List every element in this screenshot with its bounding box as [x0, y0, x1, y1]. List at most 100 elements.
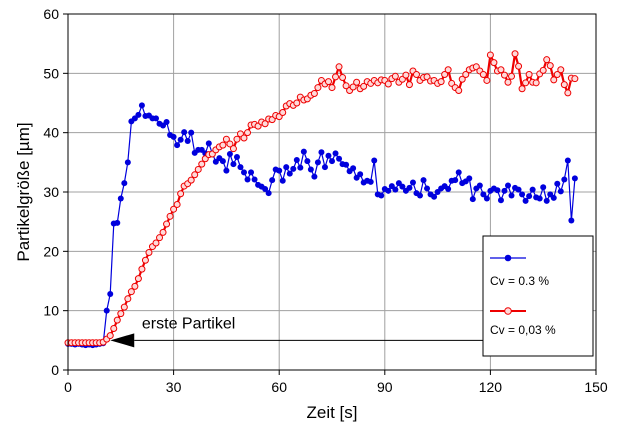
data-point [170, 133, 177, 140]
data-point [283, 164, 290, 171]
data-point [166, 212, 174, 220]
data-point [173, 200, 181, 208]
x-tick-label: 120 [479, 379, 503, 395]
data-point [219, 141, 227, 149]
data-point [469, 196, 476, 203]
data-point [543, 56, 551, 64]
data-point [392, 186, 399, 193]
data-point [332, 73, 340, 81]
data-point [290, 165, 297, 172]
data-point [293, 156, 300, 163]
data-point [114, 219, 121, 226]
data-point [244, 129, 252, 137]
data-point [553, 71, 561, 79]
data-point [561, 176, 568, 183]
data-point [539, 66, 547, 74]
data-point [349, 83, 357, 91]
data-point [462, 71, 470, 79]
data-point [261, 120, 269, 128]
data-point [279, 108, 287, 116]
data-point [480, 191, 487, 198]
data-point [152, 239, 160, 247]
data-point [120, 303, 128, 311]
data-point [304, 158, 311, 165]
data-point [526, 193, 533, 200]
data-point [117, 195, 124, 202]
data-point [174, 142, 181, 149]
data-point [437, 78, 445, 86]
data-point [321, 164, 328, 171]
data-point [248, 169, 255, 176]
data-point [417, 192, 423, 199]
ticks [63, 13, 597, 375]
data-point [251, 176, 258, 183]
data-point [529, 186, 536, 193]
data-point [391, 72, 399, 80]
y-tick-label: 0 [51, 362, 59, 378]
data-point [378, 192, 385, 199]
annotation-text: erste Partikel [142, 315, 235, 332]
data-point [409, 179, 416, 186]
data-point [240, 134, 248, 142]
x-axis-label: Zeit [s] [306, 403, 357, 422]
data-point [497, 66, 505, 74]
data-point [371, 157, 378, 164]
data-point [532, 79, 540, 87]
plot-frame [67, 13, 597, 371]
data-point [188, 129, 195, 136]
data-point [564, 157, 571, 164]
data-point [332, 150, 339, 157]
data-point [339, 73, 347, 81]
data-point [286, 170, 293, 177]
data-point [293, 99, 301, 107]
data-point [455, 169, 462, 176]
data-point [483, 76, 491, 84]
y-axis-label: Partikelgröße [µm] [14, 122, 33, 261]
data-point [540, 184, 547, 191]
data-point [181, 129, 188, 136]
legend-label-2: Cv = 0,03 % [490, 323, 556, 337]
data-point [138, 265, 146, 273]
data-point [486, 51, 494, 59]
data-point [121, 180, 128, 187]
data-point [402, 71, 410, 79]
tick-labels: 0 30 60 90 120 150 0 10 20 30 40 50 60 [43, 6, 607, 395]
data-point [557, 66, 565, 74]
y-tick-label: 60 [43, 6, 59, 22]
data-point [310, 90, 318, 98]
y-tick-label: 50 [43, 65, 59, 81]
data-point [367, 178, 374, 185]
data-point [325, 152, 332, 159]
data-point [244, 176, 251, 183]
data-point [557, 188, 564, 195]
data-point [519, 191, 526, 198]
y-tick-label: 20 [43, 243, 59, 259]
legend-label-1: Cv = 0.3 % [490, 274, 549, 288]
data-point [550, 76, 558, 84]
x-tick-label: 60 [271, 379, 287, 395]
data-point [198, 160, 206, 168]
data-point [223, 167, 230, 174]
data-point [297, 164, 304, 171]
data-point [237, 164, 244, 171]
data-point [117, 310, 125, 318]
data-point [141, 256, 149, 264]
data-point [318, 149, 325, 156]
data-point [124, 159, 131, 166]
data-point [511, 50, 519, 58]
data-point [501, 187, 508, 194]
data-point [525, 71, 533, 79]
data-point [279, 177, 286, 184]
data-point [550, 194, 557, 201]
data-point [494, 187, 501, 194]
data-point [138, 102, 145, 109]
series-1 [65, 102, 578, 349]
x-tick-label: 90 [377, 379, 393, 395]
data-point [230, 161, 237, 168]
data-point [110, 324, 118, 332]
data-point [106, 332, 114, 340]
data-point [107, 291, 114, 298]
data-point [455, 87, 463, 95]
data-point [500, 71, 508, 79]
data-point [479, 71, 487, 79]
